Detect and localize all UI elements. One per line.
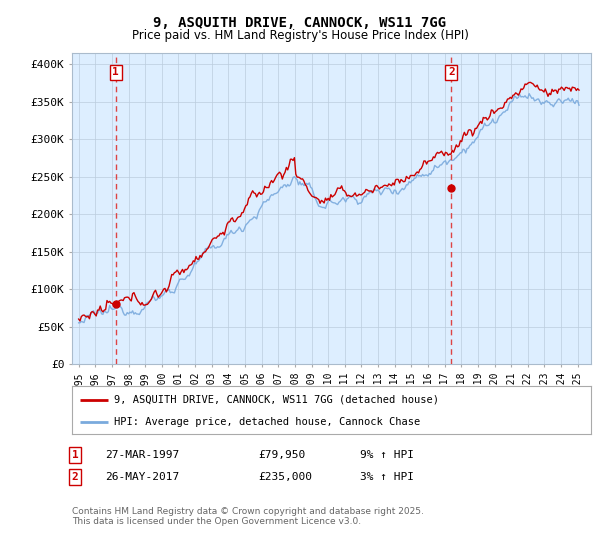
Text: 9, ASQUITH DRIVE, CANNOCK, WS11 7GG (detached house): 9, ASQUITH DRIVE, CANNOCK, WS11 7GG (det… — [113, 395, 439, 405]
Text: 2: 2 — [448, 67, 455, 77]
Text: £79,950: £79,950 — [258, 450, 305, 460]
Text: 2: 2 — [71, 472, 79, 482]
Text: 3% ↑ HPI: 3% ↑ HPI — [360, 472, 414, 482]
Text: 9% ↑ HPI: 9% ↑ HPI — [360, 450, 414, 460]
Text: 27-MAR-1997: 27-MAR-1997 — [105, 450, 179, 460]
Text: 26-MAY-2017: 26-MAY-2017 — [105, 472, 179, 482]
Text: 9, ASQUITH DRIVE, CANNOCK, WS11 7GG: 9, ASQUITH DRIVE, CANNOCK, WS11 7GG — [154, 16, 446, 30]
Text: Contains HM Land Registry data © Crown copyright and database right 2025.
This d: Contains HM Land Registry data © Crown c… — [72, 507, 424, 526]
Text: 1: 1 — [71, 450, 79, 460]
Text: HPI: Average price, detached house, Cannock Chase: HPI: Average price, detached house, Cann… — [113, 417, 420, 427]
Text: Price paid vs. HM Land Registry's House Price Index (HPI): Price paid vs. HM Land Registry's House … — [131, 29, 469, 42]
Text: £235,000: £235,000 — [258, 472, 312, 482]
Text: 1: 1 — [112, 67, 119, 77]
